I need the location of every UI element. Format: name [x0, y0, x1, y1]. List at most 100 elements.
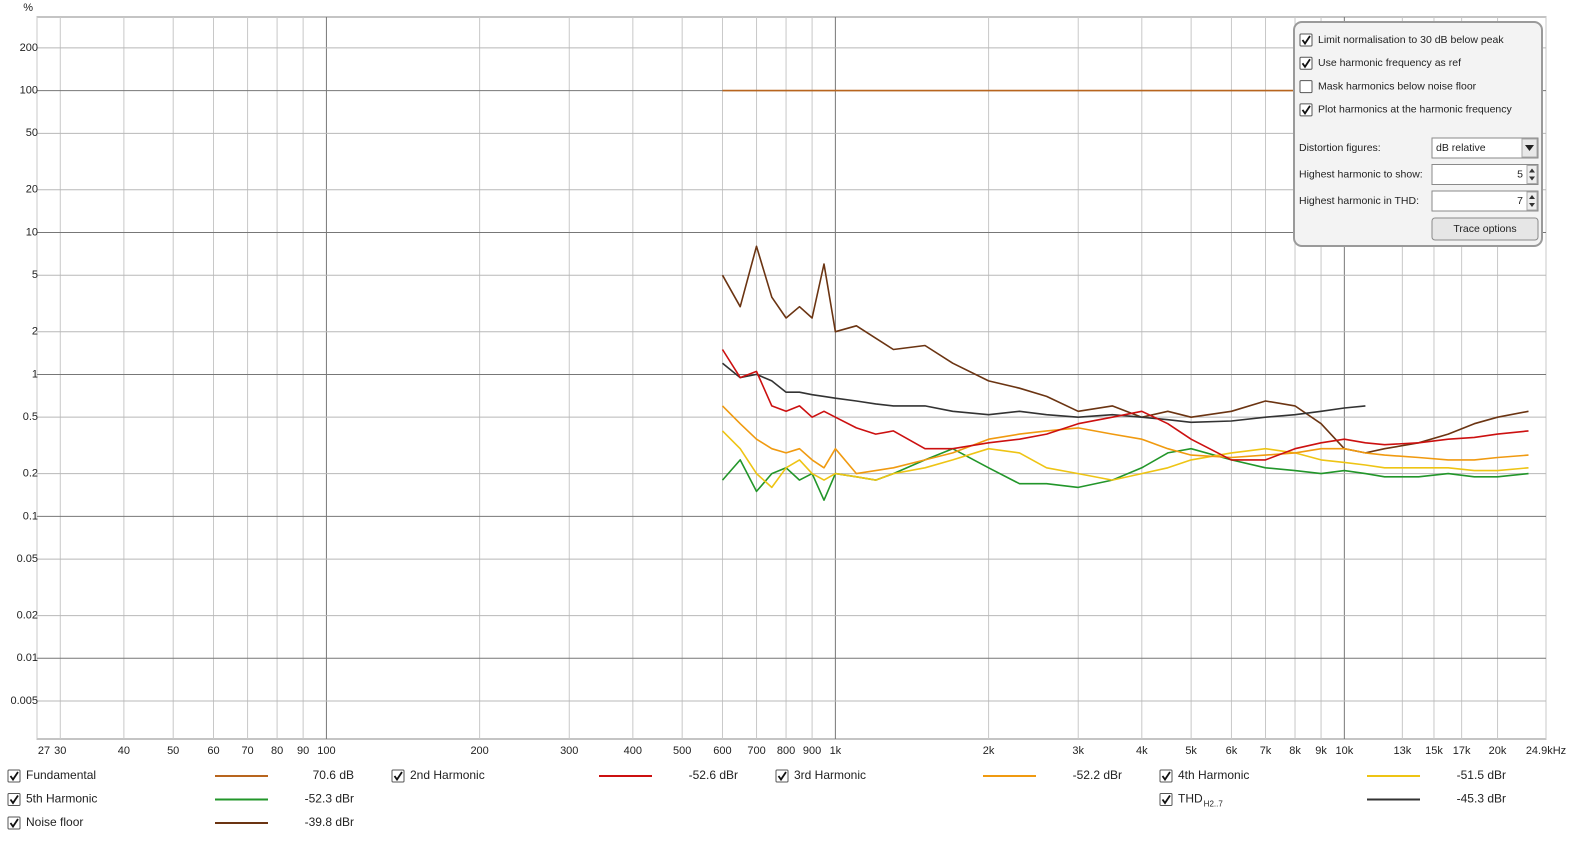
field-box[interactable]: [1431, 137, 1539, 159]
legend-name: 4th Harmonic: [1178, 768, 1249, 782]
option-label: Mask harmonics below noise floor: [1318, 80, 1477, 92]
checkbox[interactable]: [7, 816, 21, 830]
checkbox-box: [1159, 793, 1173, 806]
checkbox[interactable]: [391, 769, 405, 783]
y-tick-label: 50: [26, 127, 38, 139]
spinner-arrows: [1529, 195, 1535, 207]
y-tick-label: 2: [32, 326, 38, 338]
series-line: [721, 447, 1529, 501]
legend-name: 2nd Harmonic: [410, 768, 485, 782]
y-tick-label: 1: [32, 368, 38, 380]
legend-readout: -45.3 dBr: [1457, 792, 1506, 806]
checkbox[interactable]: [7, 793, 21, 806]
x-tick-label: 24.9kHz: [1526, 745, 1566, 757]
checkbox[interactable]: [1299, 33, 1313, 47]
x-tick-label: 500: [673, 745, 691, 757]
checkbox[interactable]: [1299, 103, 1313, 117]
checkbox-box: [391, 769, 405, 783]
x-tick-label: 300: [560, 745, 578, 757]
x-tick-label: 20k: [1489, 745, 1507, 757]
x-tick-label: 200: [470, 745, 488, 757]
checkbox-tick: [393, 771, 403, 782]
checkbox[interactable]: [1159, 769, 1173, 783]
x-tick-label: 13k: [1393, 745, 1411, 757]
checkbox-box: [7, 816, 21, 830]
option-label: Use harmonic frequency as ref: [1318, 57, 1461, 69]
checkbox-tick: [777, 771, 787, 782]
x-tick-label: 27: [38, 745, 50, 757]
checkbox-box: [1299, 56, 1313, 70]
series-line: [721, 430, 1529, 489]
y-tick-label: 0.5: [23, 411, 38, 423]
x-tick-label: 17k: [1453, 745, 1471, 757]
x-tick-label: 30: [54, 745, 66, 757]
spinner-buttons[interactable]: [1526, 191, 1538, 211]
y-tick-label: 0.2: [23, 468, 38, 480]
checkbox-tick: [1161, 795, 1171, 805]
checkbox-tick: [9, 771, 19, 782]
x-tick-label: 80: [271, 745, 283, 757]
x-tick-label: 1k: [830, 745, 842, 757]
y-tick-label: 5: [32, 269, 38, 281]
checkbox-box: [7, 793, 21, 806]
checkbox[interactable]: [775, 769, 789, 783]
legend-readout: -39.8 dBr: [305, 815, 354, 829]
checkbox-box: [1299, 33, 1313, 47]
legend-name: 5th Harmonic: [26, 792, 97, 806]
series-line: [721, 362, 1366, 424]
field-box[interactable]: [1431, 164, 1539, 185]
trace-options-button[interactable]: [1431, 217, 1539, 241]
checkbox-box: [1159, 769, 1173, 783]
legend-readout: -52.2 dBr: [1073, 768, 1122, 782]
dropdown-value: dB relative: [1436, 142, 1486, 154]
legend-name: Fundamental: [26, 768, 96, 782]
legend-name: 3rd Harmonic: [794, 768, 866, 782]
checkbox-tick: [1301, 58, 1311, 69]
checkbox-tick: [9, 795, 19, 805]
y-tick-label: 100: [20, 84, 38, 96]
x-tick-label: 6k: [1226, 745, 1238, 757]
series-line: [721, 349, 1529, 461]
x-tick-label: 15k: [1425, 745, 1443, 757]
x-tick-label: 800: [777, 745, 795, 757]
legend-name-sub: H2..7: [1204, 800, 1224, 809]
field-box[interactable]: [1431, 190, 1539, 212]
spinner-value: 7: [1517, 195, 1523, 207]
button-label: Trace options: [1453, 223, 1516, 235]
y-tick-label: 10: [26, 226, 38, 238]
spinner-buttons[interactable]: [1526, 165, 1538, 184]
checkbox[interactable]: [1299, 80, 1313, 94]
y-tick-label: 0.1: [23, 510, 38, 522]
legend-readout: -51.5 dBr: [1457, 768, 1506, 782]
y-tick-label: 0.005: [10, 695, 38, 707]
y-tick-label: 0.02: [17, 609, 38, 621]
x-tick-label: 100: [317, 745, 335, 757]
x-tick-label: 600: [713, 745, 731, 757]
x-tick-label: 2k: [983, 745, 995, 757]
checkbox-box: [1299, 80, 1313, 94]
series-line: [721, 245, 1529, 454]
checkbox-tick: [1301, 35, 1311, 46]
checkbox-box: [7, 769, 21, 783]
checkbox-tick: [1161, 771, 1171, 782]
checkbox[interactable]: [7, 769, 21, 783]
x-tick-label: 50: [167, 745, 179, 757]
option-label: Limit normalisation to 30 dB below peak: [1318, 34, 1504, 46]
x-tick-label: 4k: [1136, 745, 1148, 757]
checkbox-tick: [9, 818, 19, 829]
x-tick-label: 8k: [1289, 745, 1301, 757]
x-tick-label: 7k: [1260, 745, 1272, 757]
x-tick-label: 3k: [1072, 745, 1084, 757]
field-label: Highest harmonic in THD:: [1299, 195, 1419, 207]
field-label: Distortion figures:: [1299, 142, 1381, 154]
dropdown-arrow: [1525, 145, 1534, 151]
checkbox-box: [1299, 103, 1313, 117]
checkbox[interactable]: [1159, 793, 1173, 806]
x-tick-label: 700: [747, 745, 765, 757]
checkbox[interactable]: [1299, 56, 1313, 70]
checkbox-tick: [1301, 105, 1311, 115]
y-tick-label: 200: [20, 42, 38, 54]
x-tick-label: 10k: [1335, 745, 1353, 757]
